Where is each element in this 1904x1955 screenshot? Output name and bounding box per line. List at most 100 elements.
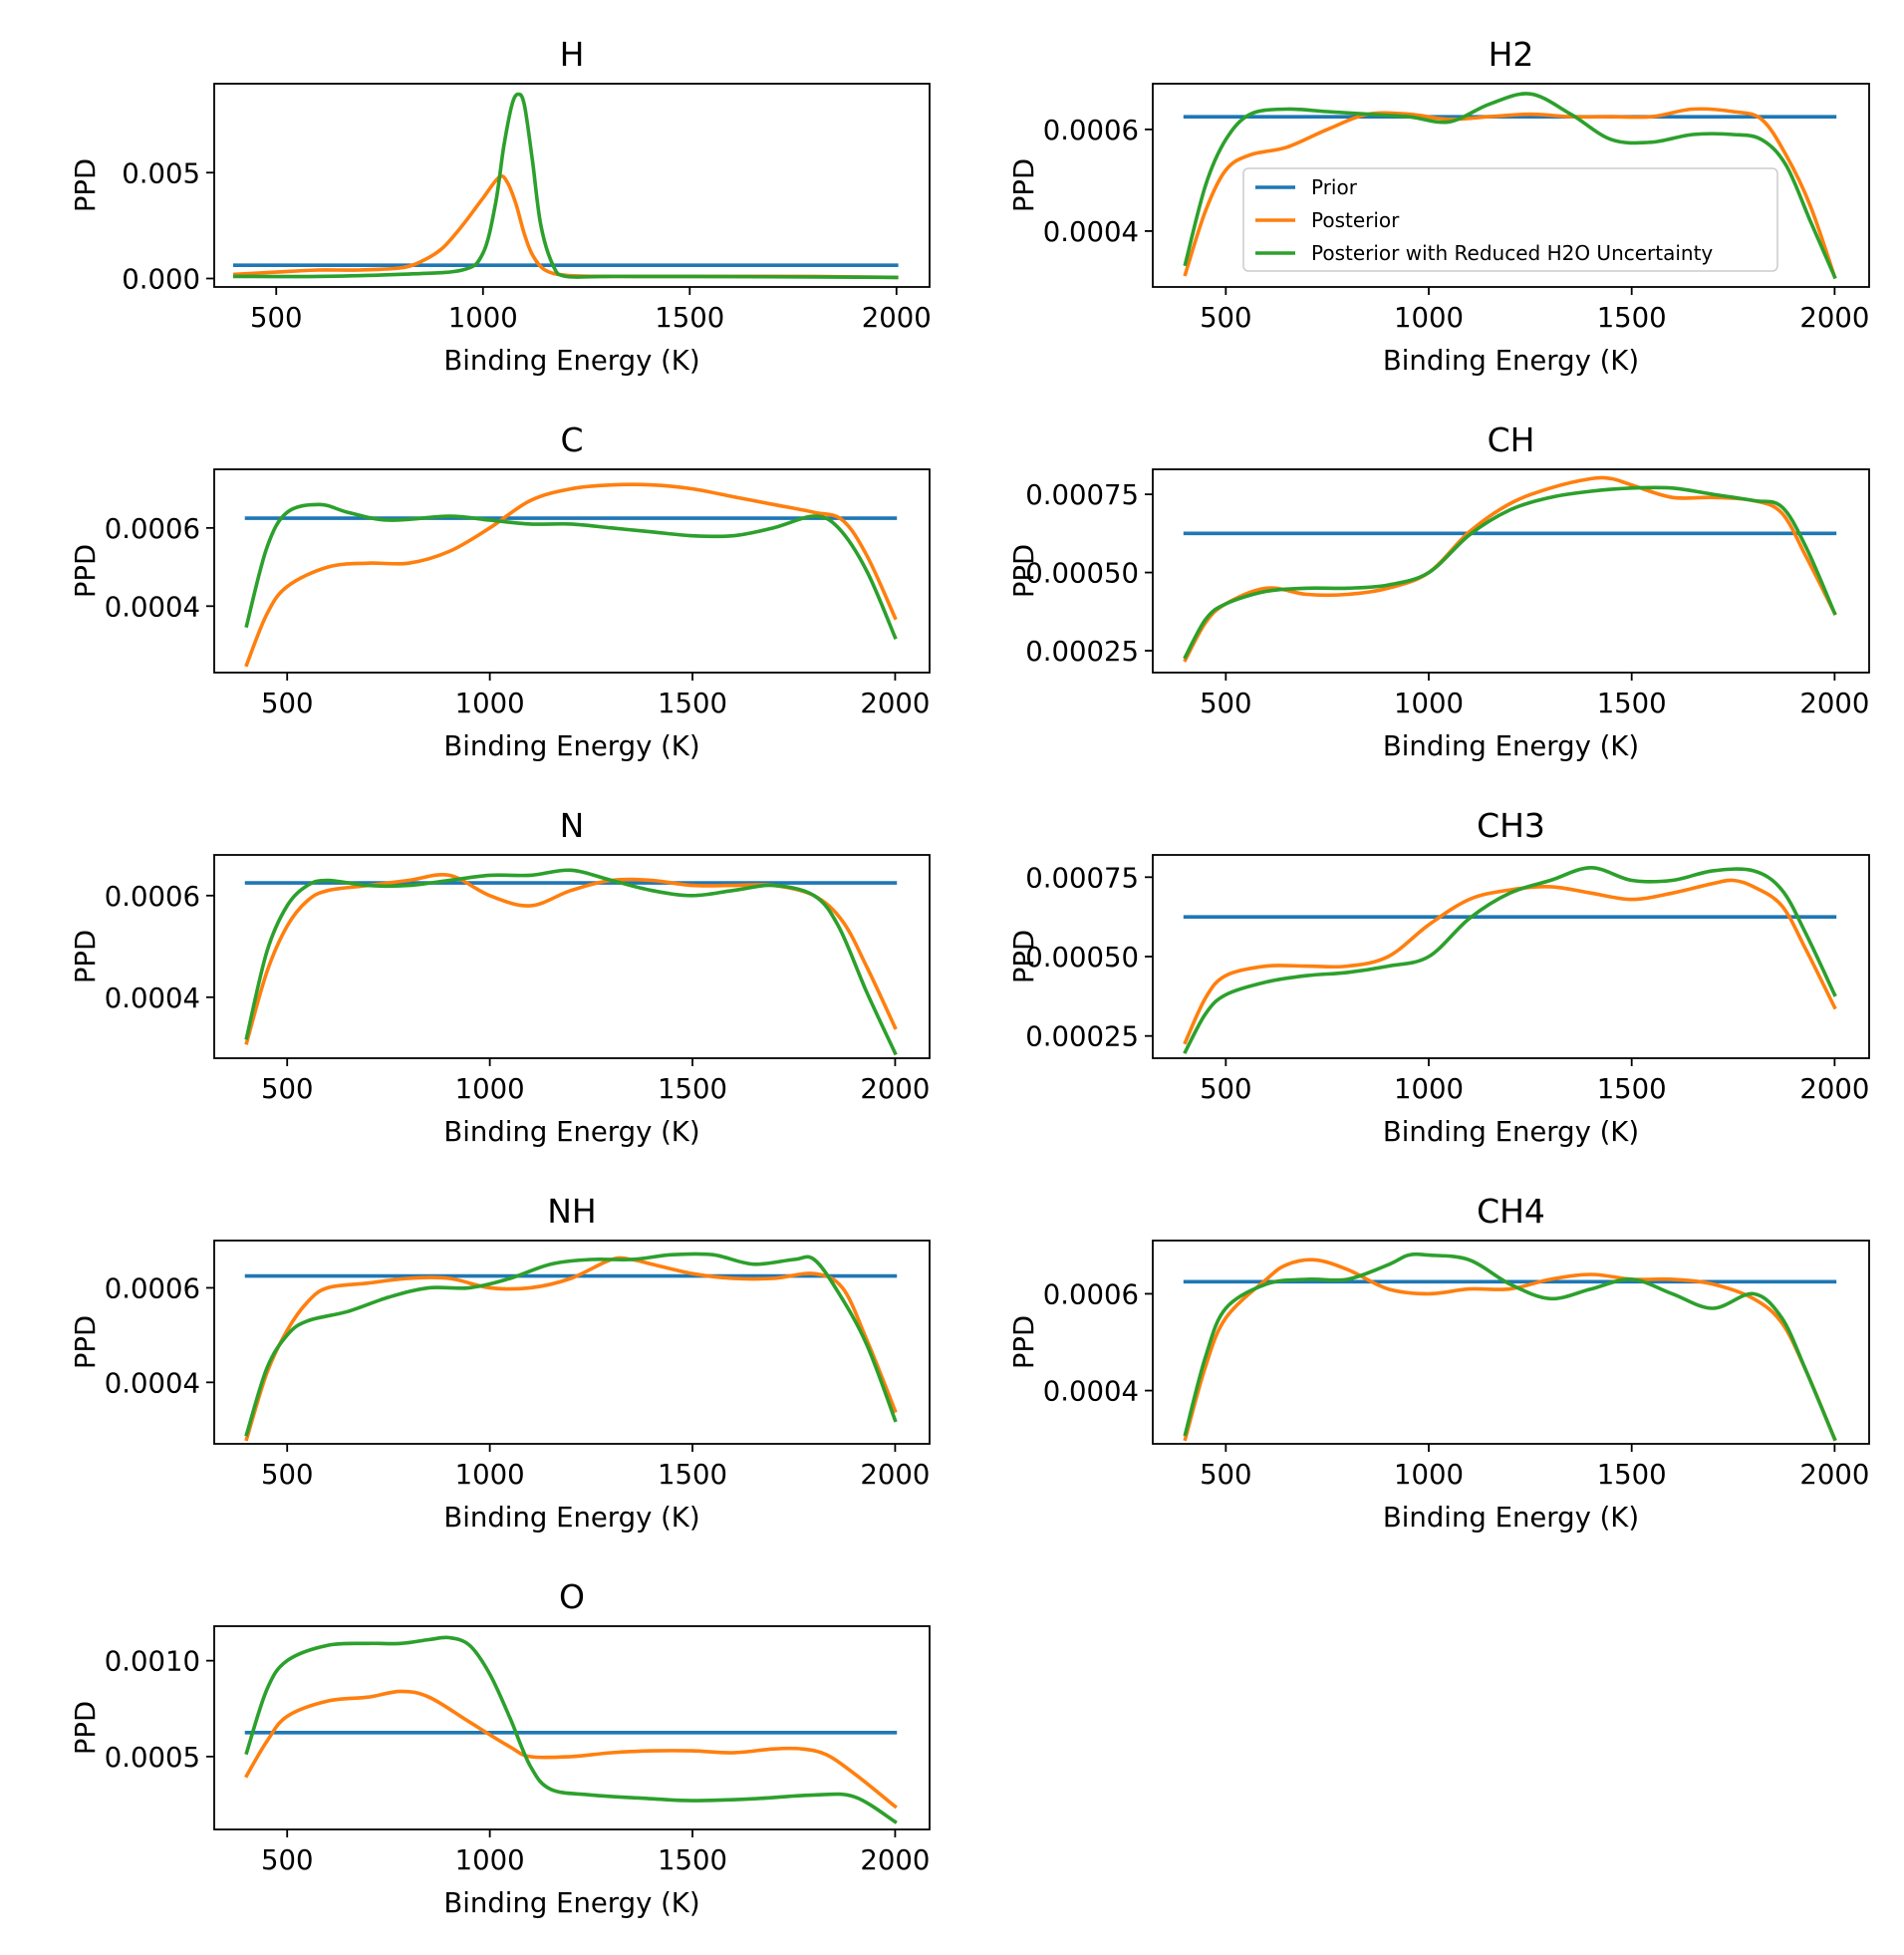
- panel-ch: 500 1000 1500 2000 0.00025 0.00050 0.00075 CH Bi…: [1008, 420, 1870, 762]
- series-line-posterior-reduced-h2o: [232, 92, 899, 280]
- y-axis-label: PPD: [1008, 930, 1040, 983]
- panel-ch4: 500 1000 1500 2000 0.0004 0.0006 CH4 Binding En…: [1008, 1192, 1870, 1534]
- y-tick-label: 0.00075: [1025, 479, 1139, 511]
- panel-title: O: [559, 1577, 585, 1616]
- axes-frame: [213, 1625, 931, 1830]
- y-tick-label: 0.00025: [1025, 1021, 1139, 1053]
- x-tick-label: 2000: [860, 688, 930, 719]
- x-tick-label: 1500: [1597, 1073, 1667, 1105]
- axes-frame: [213, 854, 931, 1059]
- x-axis-label: Binding Energy (K): [443, 1116, 699, 1148]
- panel-title: NH: [547, 1192, 597, 1231]
- x-tick-label: 1000: [455, 1459, 525, 1491]
- x-tick-label: 2000: [860, 1459, 930, 1491]
- y-tick-label: 0.00050: [1025, 558, 1139, 590]
- series-group: [244, 1252, 898, 1442]
- axes-frame: [1152, 1240, 1870, 1445]
- y-tick-label: 0.0004: [105, 1367, 200, 1399]
- panel-o: 500 1000 1500 2000 0.0005 0.0010 O Binding Ener…: [70, 1577, 931, 1919]
- y-tick-label: 0.0004: [1043, 216, 1139, 248]
- x-tick-label: 500: [1200, 302, 1252, 334]
- series-line-posterior-reduced-h2o: [244, 1252, 898, 1437]
- series-line-posterior-reduced-h2o: [1183, 485, 1837, 660]
- y-tick-label: 0.0004: [1043, 1376, 1139, 1408]
- x-axis-label: Binding Energy (K): [1383, 730, 1639, 762]
- axes-frame: [1152, 468, 1870, 674]
- x-tick-label: 1500: [1597, 688, 1667, 719]
- panel-title: CH4: [1477, 1192, 1545, 1231]
- x-tick-label: 1000: [1394, 688, 1464, 719]
- y-tick-label: 0.00025: [1025, 636, 1139, 668]
- panel-h2: 500 1000 1500 2000 0.0004 0.0006 H2 Binding Ene…: [1008, 35, 1870, 377]
- x-tick-label: 2000: [1799, 302, 1869, 334]
- panel-title: C: [560, 420, 583, 459]
- x-axis-label: Binding Energy (K): [443, 730, 699, 762]
- series-line-posterior-reduced-h2o: [1183, 92, 1837, 280]
- legend: Prior Posterior Posterior with Reduced H2O…: [1242, 167, 1778, 272]
- x-axis-label: Binding Energy (K): [443, 345, 699, 377]
- series-line-posterior-reduced-h2o: [244, 502, 898, 641]
- y-axis-label: PPD: [1008, 1315, 1040, 1369]
- series-group: [1183, 92, 1837, 280]
- series-line-posterior: [244, 482, 898, 668]
- x-axis-label: Binding Energy (K): [443, 1502, 699, 1534]
- x-tick-label: 1000: [1394, 302, 1464, 334]
- y-tick-label: 0.005: [122, 157, 200, 189]
- series-group: [244, 482, 898, 668]
- x-tick-label: 1500: [658, 1459, 727, 1491]
- x-tick-label: 2000: [1799, 688, 1869, 719]
- x-tick-label: 2000: [860, 1073, 930, 1105]
- legend-box: [1242, 167, 1778, 272]
- panel-title: CH: [1488, 420, 1535, 459]
- panel-title: CH3: [1477, 806, 1545, 845]
- y-tick-label: 0.00050: [1025, 942, 1139, 974]
- y-axis-label: PPD: [70, 158, 102, 212]
- x-tick-label: 2000: [1799, 1459, 1869, 1491]
- x-tick-label: 500: [1200, 1459, 1252, 1491]
- panel-c: 500 1000 1500 2000 0.0004 0.0006 C Binding Ener…: [70, 420, 931, 762]
- x-tick-label: 1500: [658, 1073, 727, 1105]
- legend-label: Posterior: [1311, 208, 1400, 232]
- axes-frame: [1152, 854, 1870, 1059]
- panel-h: 500 1000 1500 2000 0.000 0.005 H Binding Energy…: [70, 35, 932, 377]
- series-group: [244, 1635, 898, 1824]
- panel-title: H: [560, 35, 585, 74]
- panel-title: H2: [1489, 35, 1534, 74]
- y-tick-label: 0.0006: [1043, 115, 1139, 146]
- x-tick-label: 500: [1200, 1073, 1252, 1105]
- x-tick-label: 500: [1200, 688, 1252, 719]
- x-tick-label: 500: [261, 1844, 314, 1876]
- x-tick-label: 1500: [1597, 1459, 1667, 1491]
- series-group: [1183, 866, 1837, 1055]
- series-line-posterior: [232, 174, 899, 280]
- x-tick-label: 500: [261, 1459, 314, 1491]
- axes-frame: [213, 468, 931, 674]
- x-axis-label: Binding Energy (K): [443, 1887, 699, 1919]
- axes-frame: [213, 1240, 931, 1445]
- panel-nh: 500 1000 1500 2000 0.0004 0.0006 NH Binding Ene…: [70, 1192, 931, 1534]
- series-line-posterior: [1183, 1257, 1837, 1442]
- series-line-posterior-reduced-h2o: [1183, 866, 1837, 1055]
- x-axis-label: Binding Energy (K): [1383, 345, 1639, 377]
- x-tick-label: 2000: [862, 302, 932, 334]
- y-tick-label: 0.000: [122, 264, 200, 296]
- panel-ch3: 500 1000 1500 2000 0.00025 0.00050 0.00075 CH3 B…: [1008, 806, 1870, 1148]
- x-tick-label: 1000: [455, 1844, 525, 1876]
- series-group: [244, 868, 898, 1056]
- x-tick-label: 1500: [658, 1844, 727, 1876]
- series-line-posterior: [1183, 475, 1837, 663]
- series-line-posterior-reduced-h2o: [1183, 1252, 1837, 1442]
- y-tick-label: 0.0006: [105, 513, 200, 545]
- panel-n: 500 1000 1500 2000 0.0004 0.0006 N Binding Ener…: [70, 806, 931, 1148]
- series-group: [232, 92, 899, 280]
- x-tick-label: 1000: [448, 302, 518, 334]
- series-group: [1183, 475, 1837, 663]
- y-tick-label: 0.0006: [105, 881, 200, 913]
- series-line-posterior: [244, 873, 898, 1045]
- y-tick-label: 0.0005: [105, 1742, 200, 1774]
- series-line-posterior: [244, 1256, 898, 1442]
- axes-frame: [1152, 83, 1870, 288]
- x-tick-label: 1000: [1394, 1459, 1464, 1491]
- y-axis-label: PPD: [70, 1701, 102, 1755]
